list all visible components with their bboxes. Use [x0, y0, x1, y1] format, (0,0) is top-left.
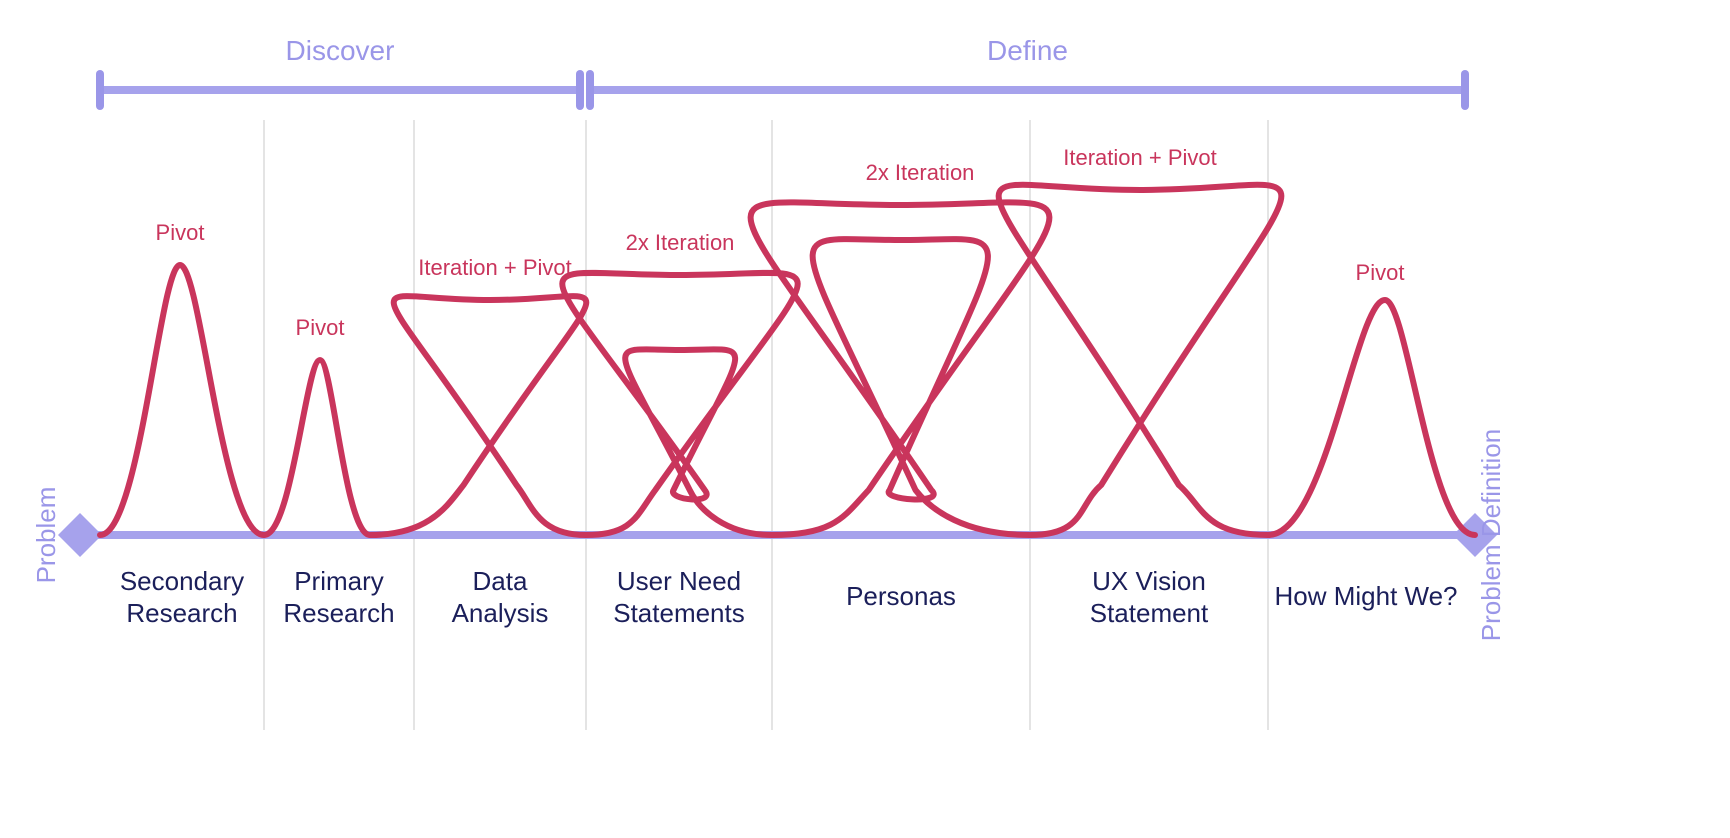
- stage-dividers: [264, 120, 1268, 730]
- loop-label: 2x Iteration: [866, 160, 975, 185]
- loop-label: Iteration + Pivot: [418, 255, 571, 280]
- stage-label: PrimaryResearch: [283, 566, 394, 628]
- ux-process-diagram: Discover Define Problem Problem Definition P…: [0, 0, 1730, 838]
- stage-label-line: How Might We?: [1274, 581, 1457, 611]
- endpoint-label-problem: Problem: [31, 487, 61, 584]
- stage-label-line: Secondary: [120, 566, 244, 596]
- loop-label: Iteration + Pivot: [1063, 145, 1216, 170]
- stage-label-line: Primary: [294, 566, 384, 596]
- stage-labels: SecondaryResearchPrimaryResearchDataAnal…: [120, 566, 1458, 628]
- stage-label: SecondaryResearch: [120, 566, 244, 628]
- journey-segment: [370, 296, 586, 535]
- start-diamond: [58, 513, 102, 557]
- phase-brackets: Discover Define: [100, 35, 1465, 106]
- stage-label: User NeedStatements: [613, 566, 745, 628]
- stage-label-line: Research: [283, 598, 394, 628]
- journey-segment: [1268, 300, 1475, 535]
- phase-label: Discover: [286, 35, 395, 66]
- journey-segment: [264, 360, 370, 535]
- stage-label-line: Personas: [846, 581, 956, 611]
- stage-label-line: Statement: [1090, 598, 1209, 628]
- stage-label: DataAnalysis: [452, 566, 549, 628]
- phase-label: Define: [987, 35, 1068, 66]
- stage-label: UX VisionStatement: [1090, 566, 1209, 628]
- endpoint-label-problem-definition: Problem Definition: [1476, 429, 1506, 641]
- loop-label: 2x Iteration: [626, 230, 735, 255]
- stage-label: Personas: [846, 581, 956, 611]
- journey-segment: [100, 265, 264, 535]
- stage-label-line: Analysis: [452, 598, 549, 628]
- loop-label: Pivot: [296, 315, 345, 340]
- stage-label-line: UX Vision: [1092, 566, 1206, 596]
- stage-label-line: User Need: [617, 566, 741, 596]
- loop-label: Pivot: [156, 220, 205, 245]
- stage-label: How Might We?: [1274, 581, 1457, 611]
- stage-label-line: Data: [473, 566, 528, 596]
- loop-label: Pivot: [1356, 260, 1405, 285]
- journey-segment: [562, 273, 797, 535]
- stage-label-line: Research: [126, 598, 237, 628]
- stage-label-line: Statements: [613, 598, 745, 628]
- journey-segment: [751, 202, 1050, 535]
